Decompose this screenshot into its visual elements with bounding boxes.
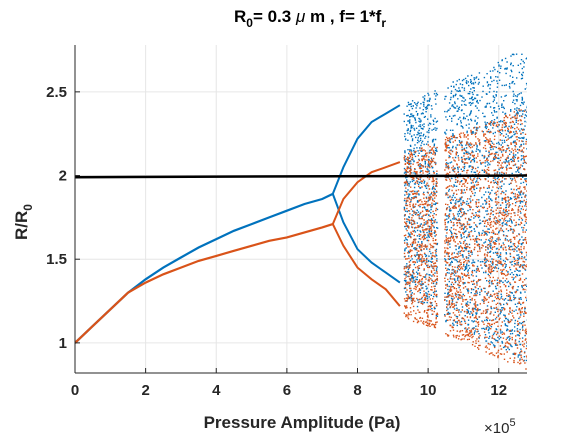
- series-2-chaos-points: [403, 109, 527, 370]
- x-multiplier-exponent: 5: [509, 417, 515, 429]
- y-tick-label: 1.5: [46, 251, 67, 268]
- chart-title: R0= 0.3 μ m , f= 1*fr: [234, 7, 386, 30]
- x-tick-label: 10: [420, 382, 437, 399]
- x-tick-label: 4: [212, 382, 221, 399]
- series-1-upper-branch: [331, 104, 401, 195]
- y-label-main: R/R: [12, 211, 31, 240]
- y-label-subscript: 0: [21, 204, 35, 211]
- y-tick-label: 1: [59, 335, 67, 352]
- title-mu: μ: [295, 7, 306, 26]
- plot-background: [75, 45, 527, 373]
- x-multiplier: ×105: [484, 417, 516, 437]
- y-axis-label: R/R0: [12, 204, 35, 240]
- x-tick-label: 12: [490, 382, 507, 399]
- x-tick-label: 6: [283, 382, 291, 399]
- series-1-chaos-points: [403, 53, 527, 362]
- reference-line-layer: [74, 174, 528, 179]
- title-post: m , f= 1*f: [305, 7, 381, 26]
- title-r-subscript: 0: [246, 16, 253, 30]
- title-f-subscript: r: [381, 16, 386, 30]
- series-2-lower-branch: [331, 223, 401, 307]
- axes: [74, 45, 527, 374]
- y-tick-label: 2: [59, 168, 67, 185]
- reference-line: [74, 174, 528, 179]
- series-2-line: [75, 223, 334, 344]
- title-r: R: [234, 7, 246, 26]
- series-1-lower-branch: [331, 193, 401, 284]
- x-axis-label: Pressure Amplitude (Pa): [204, 413, 401, 432]
- x-tick-label: 2: [141, 382, 149, 399]
- x-tick-label: 8: [353, 382, 361, 399]
- x-multiplier-base: ×10: [484, 420, 509, 437]
- data-group: [75, 53, 527, 370]
- y-tick-label: 2.5: [46, 84, 67, 101]
- x-tick-label: 0: [71, 382, 79, 399]
- tick-labels: 0 2 4 6 8 10 12 1 1.5 2 2.5: [46, 84, 507, 399]
- title-mid: = 0.3: [253, 7, 296, 26]
- plot-area: [75, 53, 527, 370]
